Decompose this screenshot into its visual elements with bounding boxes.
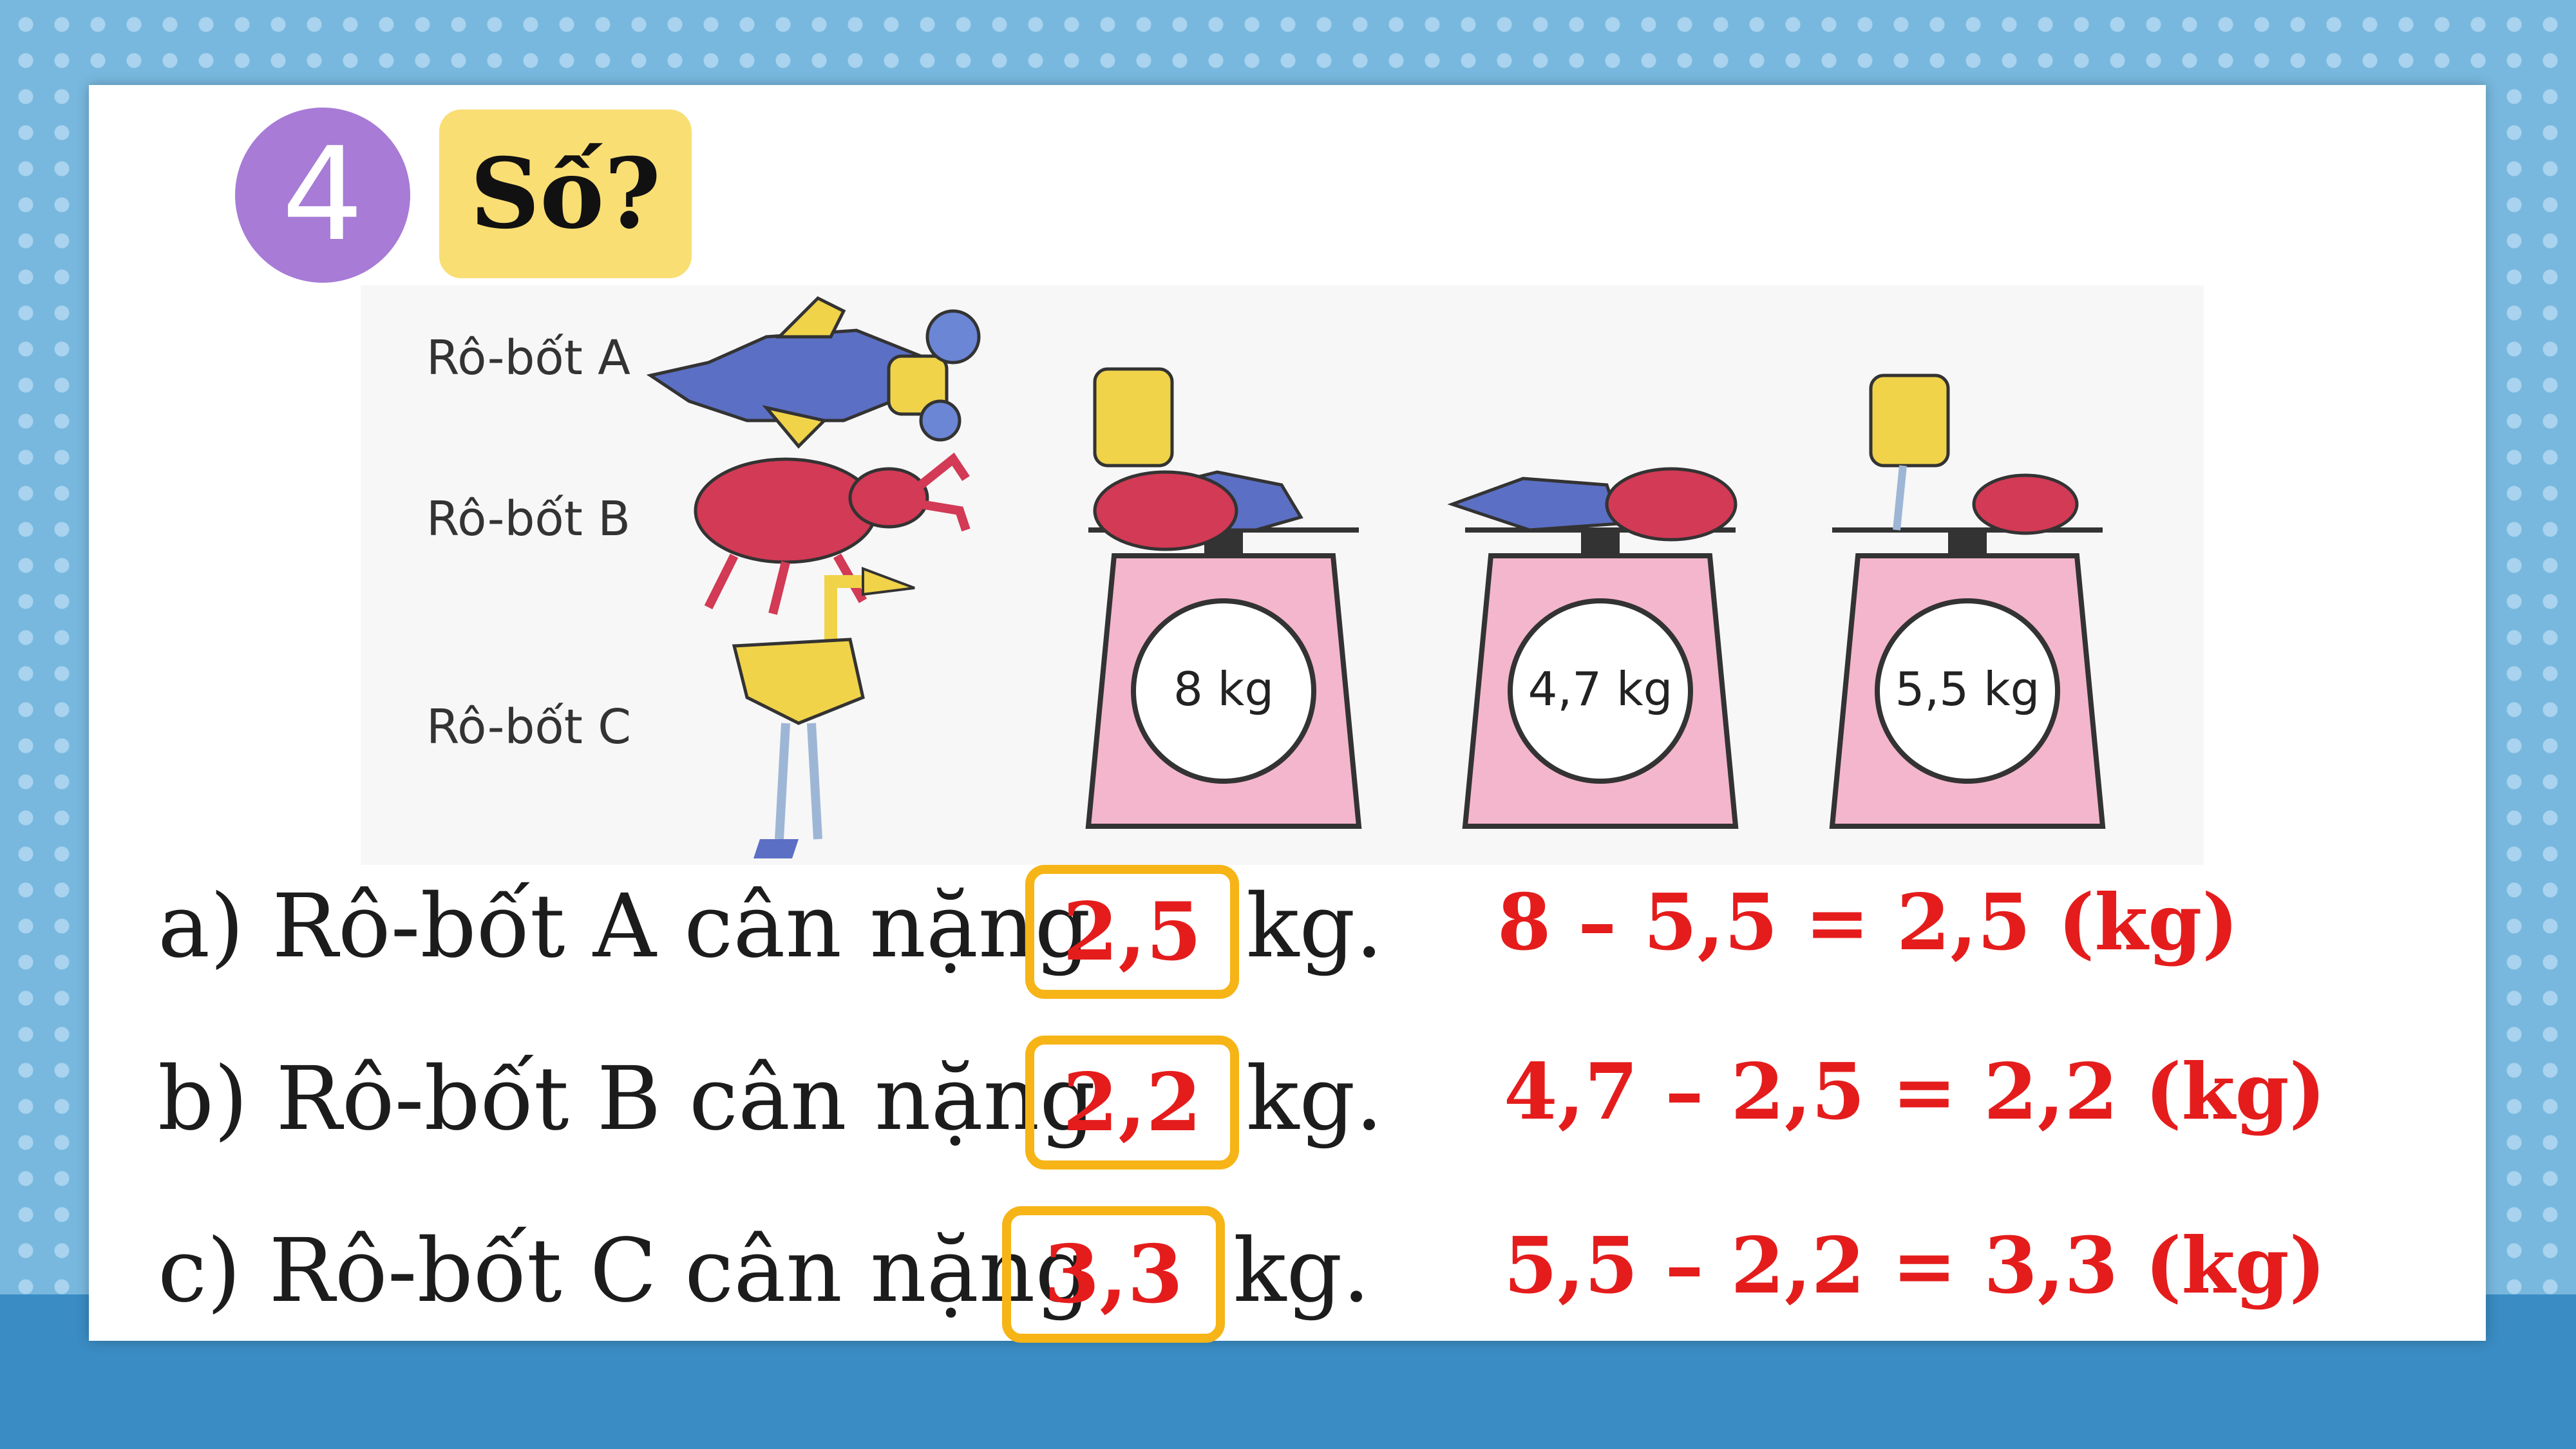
robot-c-icon bbox=[732, 567, 915, 858]
figure-drawing bbox=[646, 296, 2106, 858]
unit-c: kg. bbox=[1233, 1220, 1370, 1322]
exercise-title-tag: Số? bbox=[439, 109, 692, 278]
scale-1-reading: 8 kg bbox=[1173, 662, 1274, 716]
question-c-text: c) Rô-bốt C cân nặng bbox=[158, 1220, 1092, 1322]
question-a-text: a) Rô-bốt A cân nặng bbox=[158, 876, 1091, 978]
unit-a: kg. bbox=[1246, 876, 1383, 978]
calc-a: 8 – 5,5 = 2,5 (kg) bbox=[1497, 877, 2239, 968]
answer-box-c[interactable]: 3,3 bbox=[1002, 1206, 1225, 1343]
robot-scale-figure: Rô-bốt A Rô-bốt B Rô-bốt C bbox=[361, 285, 2204, 865]
exercise-title: Số? bbox=[469, 137, 661, 251]
scale-3 bbox=[1829, 374, 2106, 829]
robot-a-icon bbox=[646, 296, 981, 449]
robot-b-icon bbox=[694, 452, 971, 615]
calc-c: 5,5 – 2,2 = 3,3 (kg) bbox=[1504, 1220, 2326, 1311]
exercise-number-badge: 4 bbox=[235, 108, 410, 283]
calc-b: 4,7 – 2,5 = 2,2 (kg) bbox=[1504, 1046, 2326, 1137]
scale-2-reading: 4,7 kg bbox=[1528, 662, 1673, 716]
answer-box-a[interactable]: 2,5 bbox=[1025, 865, 1239, 999]
unit-b: kg. bbox=[1246, 1048, 1383, 1150]
exercise-number: 4 bbox=[281, 120, 364, 270]
scale-3-reading: 5,5 kg bbox=[1895, 662, 2040, 716]
robot-c-label: Rô-bốt C bbox=[426, 699, 631, 755]
answer-b: 2,2 bbox=[1063, 1056, 1202, 1150]
robot-a-label: Rô-bốt A bbox=[426, 330, 630, 386]
question-b-text: b) Rô-bốt B cân nặng bbox=[158, 1048, 1096, 1150]
answer-c: 3,3 bbox=[1044, 1227, 1183, 1321]
scale-1 bbox=[1085, 367, 1362, 829]
answer-box-b[interactable]: 2,2 bbox=[1025, 1036, 1239, 1170]
scale-2 bbox=[1447, 467, 1739, 829]
robot-b-label: Rô-bốt B bbox=[426, 491, 630, 547]
answer-a: 2,5 bbox=[1063, 885, 1202, 979]
